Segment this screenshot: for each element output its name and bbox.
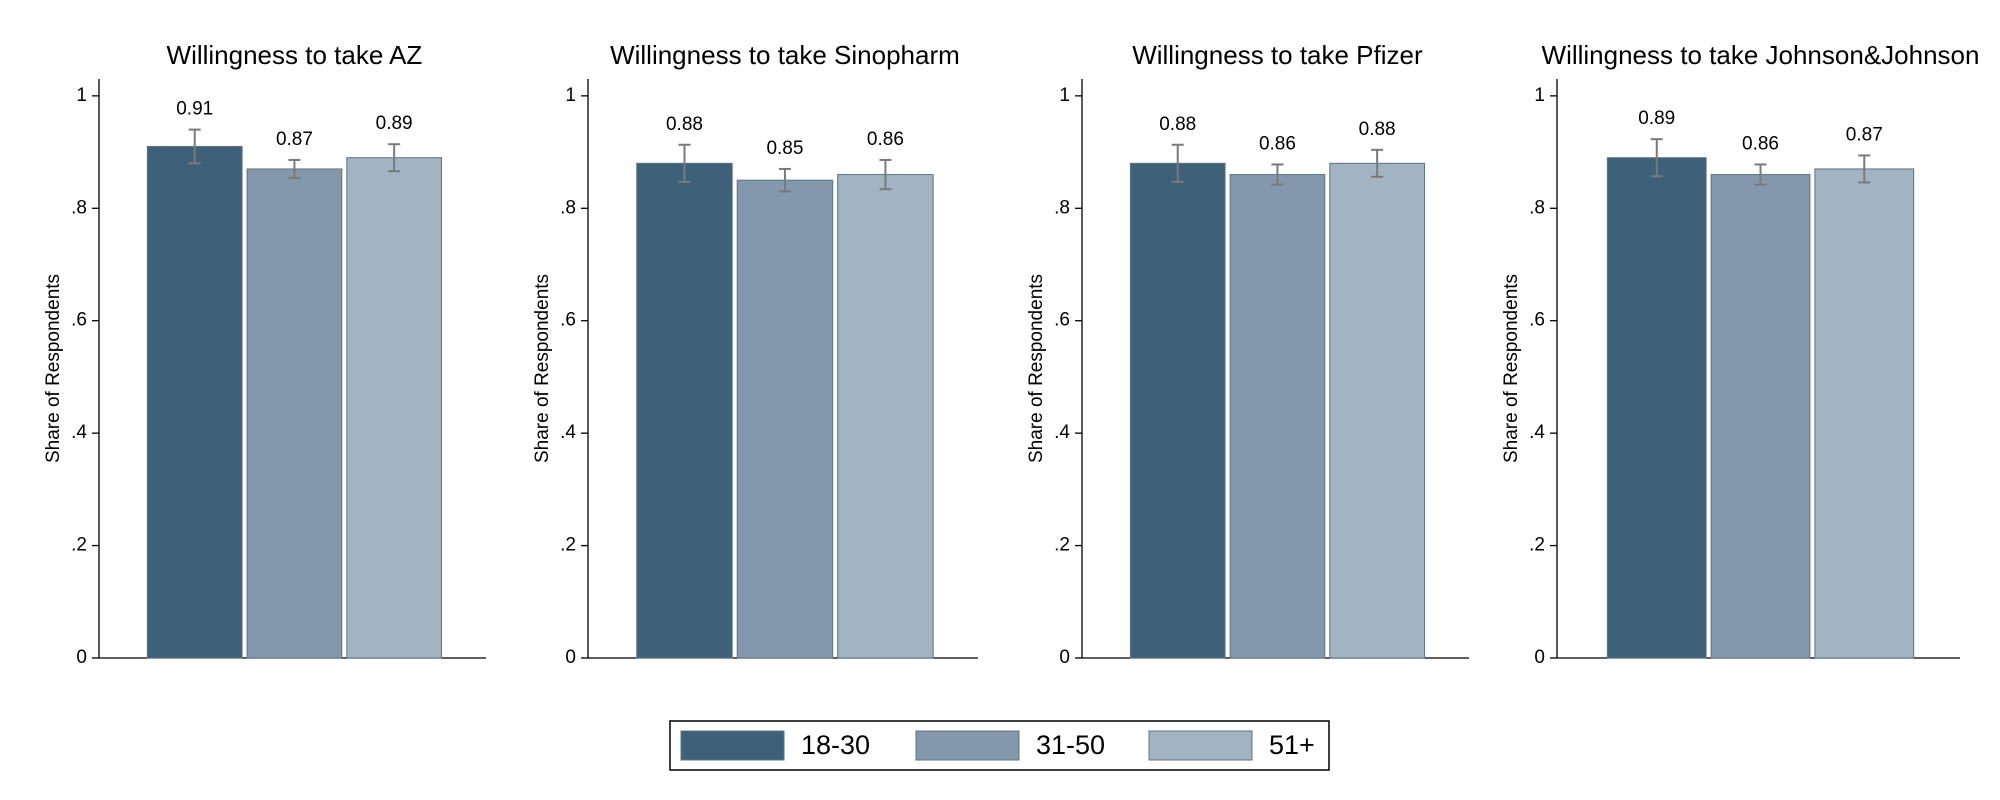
- value-label: 0.86: [1742, 133, 1779, 154]
- chart-title: Willingness to take Sinopharm: [610, 40, 960, 70]
- bar: [246, 168, 343, 659]
- y-tick-label: .6: [1054, 310, 1070, 331]
- legend: 18-30 31-50 51+: [669, 720, 1330, 771]
- y-tick-label: .8: [560, 197, 576, 218]
- bar: [346, 157, 442, 659]
- y-tick-label: .8: [1529, 197, 1545, 218]
- y-tick-label: .6: [71, 310, 87, 331]
- value-label: 0.88: [1159, 114, 1196, 135]
- y-tick-label: .8: [1054, 197, 1070, 218]
- bar: [1710, 174, 1811, 659]
- y-axis-label: Share of Respondents: [1501, 274, 1522, 463]
- chart-title: Willingness to take Pfizer: [1132, 40, 1423, 70]
- y-tick-label: 1: [1059, 85, 1070, 106]
- y-tick-label: 0: [1059, 647, 1070, 668]
- bar: [1229, 174, 1326, 659]
- y-tick-label: .8: [71, 197, 87, 218]
- y-tick-label: .2: [560, 535, 576, 556]
- value-label: 0.91: [176, 99, 213, 120]
- y-tick-label: .2: [1529, 535, 1545, 556]
- legend-swatch: [680, 730, 785, 761]
- y-tick-label: .4: [560, 422, 576, 443]
- value-label: 0.87: [276, 129, 313, 150]
- y-tick-label: 0: [565, 647, 576, 668]
- panel: Willingness to take Johnson&Johnson Share…: [1501, 40, 1979, 668]
- chart-title: Willingness to take Johnson&Johnson: [1542, 40, 1980, 70]
- value-label: 0.86: [867, 129, 904, 150]
- bar: [146, 145, 243, 659]
- y-tick-label: 1: [565, 85, 576, 106]
- legend-swatch: [1148, 730, 1253, 761]
- y-tick-label: 0: [1534, 647, 1545, 668]
- panel: Willingness to take AZ Share of Responden…: [43, 40, 486, 668]
- legend-swatch: [915, 730, 1020, 761]
- y-tick-label: .2: [71, 535, 87, 556]
- value-label: 0.89: [1638, 108, 1675, 129]
- y-axis-label: Share of Respondents: [1026, 274, 1047, 463]
- y-axis-label: Share of Respondents: [43, 274, 64, 463]
- chart-title: Willingness to take AZ: [167, 40, 423, 70]
- y-tick-label: 0: [76, 647, 87, 668]
- legend-label: 31-50: [1036, 730, 1105, 760]
- legend-label: 51+: [1269, 730, 1315, 760]
- value-label: 0.89: [376, 113, 413, 134]
- y-tick-label: .4: [71, 422, 87, 443]
- bar: [1814, 168, 1915, 659]
- bar: [1606, 157, 1707, 659]
- y-axis-label: Share of Respondents: [532, 274, 553, 463]
- y-tick-label: .6: [560, 310, 576, 331]
- value-label: 0.86: [1259, 133, 1296, 154]
- value-label: 0.87: [1846, 124, 1883, 145]
- bar: [837, 174, 934, 659]
- bar: [1329, 162, 1425, 659]
- panel: Willingness to take Sinopharm Share of Re…: [532, 40, 978, 668]
- panel: Willingness to take Pfizer Share of Respo…: [1026, 40, 1469, 668]
- y-tick-label: 1: [76, 85, 87, 106]
- bar: [736, 179, 834, 659]
- bar: [636, 162, 733, 659]
- value-label: 0.85: [766, 138, 803, 159]
- y-tick-label: .2: [1054, 535, 1070, 556]
- y-tick-label: .6: [1529, 310, 1545, 331]
- bar: [1129, 162, 1226, 659]
- y-tick-label: 1: [1534, 85, 1545, 106]
- y-tick-label: .4: [1529, 422, 1545, 443]
- value-label: 0.88: [666, 114, 703, 135]
- legend-label: 18-30: [801, 730, 870, 760]
- y-tick-label: .4: [1054, 422, 1070, 443]
- value-label: 0.88: [1359, 119, 1396, 140]
